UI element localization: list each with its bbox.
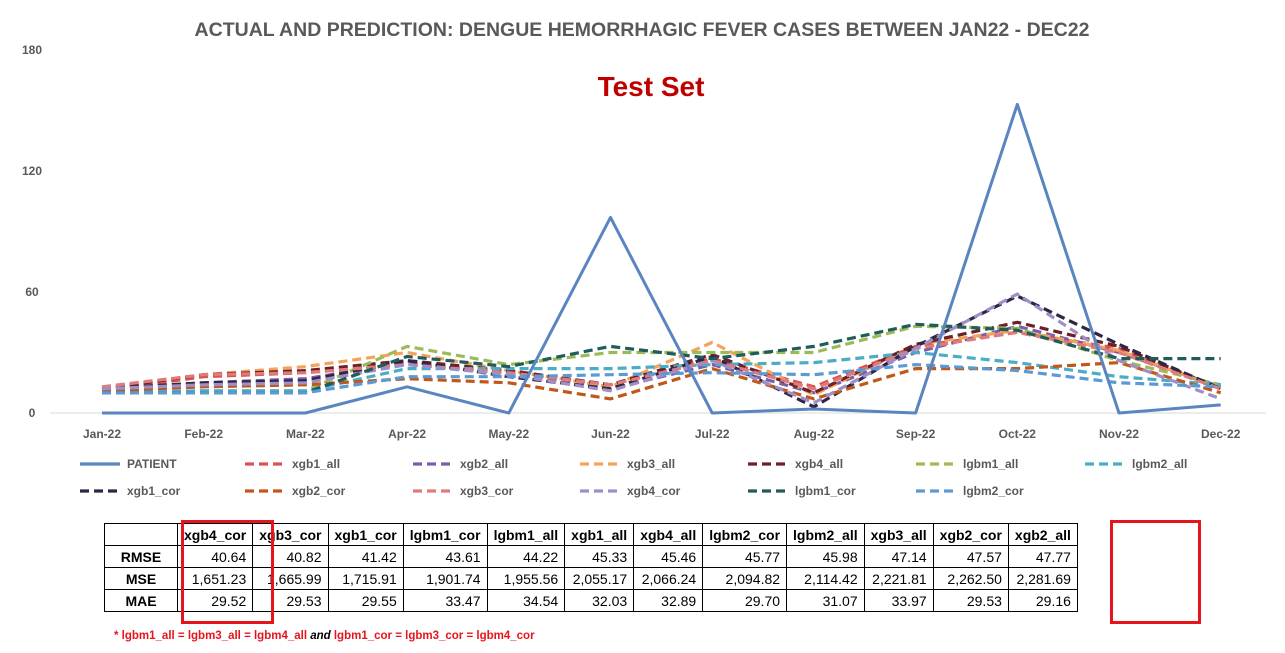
metric-label: MAE xyxy=(104,589,178,612)
table-header-cell: lgbm2_cor xyxy=(702,523,788,546)
legend-label: lgbm2_all xyxy=(1132,457,1187,471)
metric-value: 47.14 xyxy=(863,545,934,568)
metric-value: 44.22 xyxy=(486,545,566,568)
metric-value: 31.07 xyxy=(786,589,865,612)
table-row: RMSE 40.64 40.82 41.42 43.61 44.22 45.33 45.46 4… xyxy=(104,545,1078,568)
x-tick-label: Jul-22 xyxy=(695,427,730,441)
x-tick-label: Feb-22 xyxy=(184,427,223,441)
footnote-and: and xyxy=(310,630,331,642)
series-line-lgbm2-all xyxy=(101,350,1221,395)
metric-value: 32.03 xyxy=(564,589,635,612)
table-header-cell: xgb2_cor xyxy=(932,523,1009,546)
x-axis: Jan-22 Feb-22 Mar-22 Apr-22 May-22 Jun-22 Jul-… xyxy=(83,427,1241,441)
legend-label: xgb1_cor xyxy=(127,484,181,498)
x-tick-label: Sep-22 xyxy=(896,427,936,441)
metric-value: 2,055.17 xyxy=(564,567,635,590)
x-tick-label: Nov-22 xyxy=(1099,427,1139,441)
legend-label: PATIENT xyxy=(127,457,177,471)
table-header-cell: xgb1_cor xyxy=(327,523,404,546)
table-header-cell: xgb3_all xyxy=(863,523,934,546)
chart-subtitle: Test Set xyxy=(598,71,705,102)
series-line-lgbm2-cor xyxy=(102,363,1221,395)
series-line-PATIENT xyxy=(102,102,1221,415)
line-chart: ACTUAL AND PREDICTION: DENGUE HEMORRHAGI… xyxy=(22,19,1266,498)
metric-value: 45.98 xyxy=(786,545,865,568)
highlight-box-worst xyxy=(1110,520,1201,624)
metric-value: 29.55 xyxy=(327,589,404,612)
series-line-xgb4-cor xyxy=(101,292,1222,405)
x-tick-label: May-22 xyxy=(488,427,529,441)
metric-value: 45.33 xyxy=(564,545,635,568)
table-header-cell: xgb1_all xyxy=(564,523,635,546)
legend-label: lgbm1_cor xyxy=(795,484,856,498)
metric-value: 29.16 xyxy=(1007,589,1078,612)
metric-value: 41.42 xyxy=(327,545,404,568)
table-header-cell: xgb4_all xyxy=(633,523,704,546)
metric-value: 33.47 xyxy=(402,589,488,612)
y-axis: 0 60 120 180 xyxy=(22,43,42,420)
x-tick-label: Oct-22 xyxy=(999,427,1037,441)
series-line-xgb2-cor xyxy=(101,361,1222,401)
metric-value: 2,094.82 xyxy=(702,567,788,590)
metric-label: MSE xyxy=(104,567,178,590)
x-tick-label: Jan-22 xyxy=(83,427,121,441)
legend-label: xgb2_all xyxy=(460,457,508,471)
highlight-box-best xyxy=(181,520,274,624)
metric-value: 2,281.69 xyxy=(1007,567,1078,590)
legend-label: lgbm1_all xyxy=(963,457,1018,471)
table-header-cell: lgbm2_all xyxy=(786,523,865,546)
metric-value: 45.46 xyxy=(633,545,704,568)
x-tick-label: Dec-22 xyxy=(1201,427,1241,441)
legend-label: lgbm2_cor xyxy=(963,484,1024,498)
x-tick-label: Mar-22 xyxy=(286,427,325,441)
legend-label: xgb3_all xyxy=(627,457,675,471)
series-layer xyxy=(101,102,1222,415)
legend-label: xgb1_all xyxy=(292,457,340,471)
table-header-row: xgb4_cor xgb3_cor xgb1_cor lgbm1_cor lgbm1_a… xyxy=(104,523,1078,546)
y-tick-label: 0 xyxy=(29,406,36,420)
legend-label: xgb3_cor xyxy=(460,484,514,498)
footnote-part1: * lgbm1_all = lgbm3_all = lgbm4_all xyxy=(114,630,311,642)
metric-value: 2,114.42 xyxy=(786,567,865,590)
metric-value: 1,715.91 xyxy=(327,567,404,590)
metric-value: 34.54 xyxy=(486,589,566,612)
metric-value: 29.70 xyxy=(702,589,788,612)
metrics-table: xgb4_cor xgb3_cor xgb1_cor lgbm1_cor lgbm1_a… xyxy=(104,523,1078,612)
metric-value: 29.53 xyxy=(932,589,1009,612)
metric-value: 2,066.24 xyxy=(633,567,704,590)
metric-value: 32.89 xyxy=(633,589,704,612)
table-corner-cell xyxy=(104,523,178,546)
y-tick-label: 180 xyxy=(22,43,42,57)
footnote-part3: lgbm1_cor = lgbm3_cor = lgbm4_cor xyxy=(330,630,535,642)
legend-label: xgb2_cor xyxy=(292,484,346,498)
metric-value: 2,221.81 xyxy=(863,567,934,590)
y-tick-label: 60 xyxy=(25,285,39,299)
table-header-cell: xgb4_cor xyxy=(176,523,254,546)
legend-label: xgb4_cor xyxy=(627,484,681,498)
metric-value: 45.77 xyxy=(702,545,788,568)
table-header-cell: lgbm1_all xyxy=(486,523,566,546)
metric-value: 29.52 xyxy=(176,589,254,612)
x-tick-label: Apr-22 xyxy=(388,427,426,441)
x-tick-label: Aug-22 xyxy=(794,427,835,441)
x-tick-label: Jun-22 xyxy=(591,427,630,441)
table-body: RMSE 40.64 40.82 41.42 43.61 44.22 45.33 45.46 4… xyxy=(104,545,1078,612)
metric-value: 47.57 xyxy=(932,545,1009,568)
y-tick-label: 120 xyxy=(22,164,42,178)
metric-value: 43.61 xyxy=(402,545,488,568)
chart-title: ACTUAL AND PREDICTION: DENGUE HEMORRHAGI… xyxy=(195,19,1090,41)
metric-value: 33.97 xyxy=(863,589,934,612)
metric-value: 2,262.50 xyxy=(932,567,1009,590)
footnote: * lgbm1_all = lgbm3_all = lgbm4_all and … xyxy=(114,630,535,642)
metric-label: RMSE xyxy=(104,545,178,568)
metric-value: 47.77 xyxy=(1007,545,1078,568)
series-line-xgb4-all xyxy=(101,320,1222,395)
legend-label: xgb4_all xyxy=(795,457,843,471)
table-header-cell: lgbm1_cor xyxy=(402,523,488,546)
metric-value: 1,955.56 xyxy=(486,567,566,590)
table-header-cell: xgb2_all xyxy=(1007,523,1078,546)
legend: PATIENT xgb1_all xgb2_all xgb3_all xgb4_all l… xyxy=(80,457,1187,498)
metric-value: 1,901.74 xyxy=(402,567,488,590)
